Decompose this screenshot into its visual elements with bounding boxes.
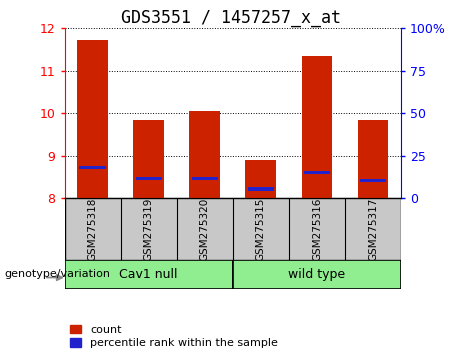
Bar — [133, 120, 164, 198]
Bar — [65, 260, 233, 289]
Bar — [245, 160, 276, 198]
Text: genotype/variation: genotype/variation — [5, 269, 111, 279]
Text: GSM275317: GSM275317 — [368, 198, 378, 261]
Text: Cav1 null: Cav1 null — [119, 268, 178, 281]
Bar — [301, 56, 332, 198]
Bar — [77, 40, 108, 198]
Bar — [248, 187, 274, 190]
Text: GSM275320: GSM275320 — [200, 198, 210, 261]
Text: GDS3551 / 1457257_x_at: GDS3551 / 1457257_x_at — [120, 9, 341, 27]
Legend: count, percentile rank within the sample: count, percentile rank within the sample — [70, 325, 278, 348]
Text: GSM275315: GSM275315 — [256, 198, 266, 261]
Text: wild type: wild type — [289, 268, 345, 281]
Bar — [233, 260, 401, 289]
Text: GSM275316: GSM275316 — [312, 198, 322, 261]
Bar — [304, 171, 330, 175]
Bar — [136, 177, 162, 180]
Bar — [360, 179, 386, 182]
Text: GSM275318: GSM275318 — [88, 198, 98, 261]
Bar — [189, 111, 220, 198]
Text: GSM275319: GSM275319 — [144, 198, 154, 261]
Bar — [79, 166, 106, 169]
Bar — [358, 120, 389, 198]
Bar — [192, 177, 218, 180]
